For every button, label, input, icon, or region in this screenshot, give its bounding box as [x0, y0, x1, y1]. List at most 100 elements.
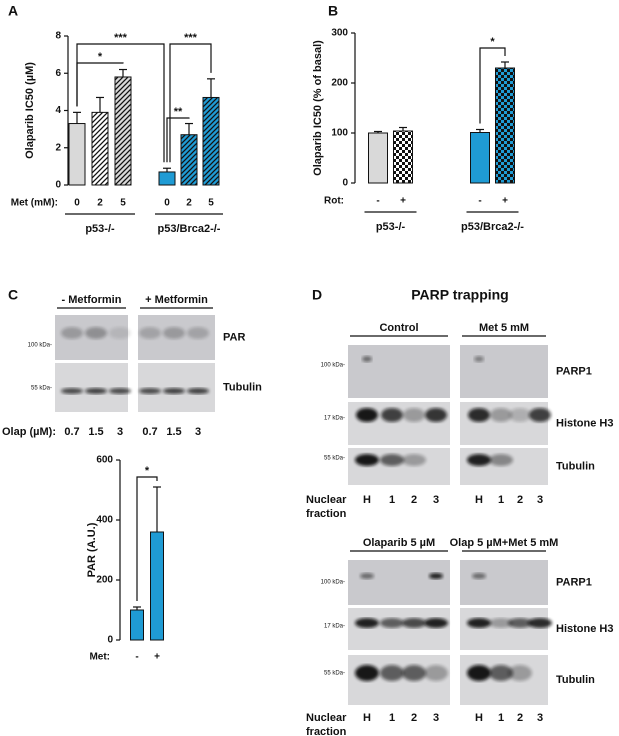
blot-band	[139, 327, 161, 339]
blot-band	[402, 618, 426, 628]
blot-band	[402, 454, 426, 466]
blot-band	[380, 454, 404, 466]
blot-band	[403, 408, 425, 422]
bar	[150, 531, 164, 641]
y-tick-label: 200	[331, 78, 348, 89]
blot-band	[472, 573, 486, 579]
lane-title: Nuclear	[306, 494, 347, 506]
blot-band	[528, 618, 552, 628]
blot-band	[467, 618, 491, 628]
blot-band	[429, 573, 443, 579]
y-tick-label: 600	[96, 455, 113, 466]
blot-band	[355, 618, 379, 628]
significance-bracket	[479, 47, 506, 124]
blot-header: Met 5 mM	[479, 322, 529, 334]
y-axis-title: Olaparib IC50 (µM)	[24, 62, 36, 159]
x-tick-label: -	[135, 652, 138, 663]
blot-band	[508, 618, 532, 628]
blot-band	[489, 665, 513, 681]
bar	[180, 134, 198, 186]
bar	[202, 96, 220, 186]
y-tick-label: 0	[55, 180, 61, 191]
panel-label: B	[328, 3, 338, 19]
blot-image	[138, 363, 215, 412]
lane-label: 1	[389, 494, 395, 506]
lane-label: 1.5	[88, 426, 103, 438]
x-tick-label: 5	[120, 198, 126, 209]
significance-bracket	[166, 117, 190, 163]
significance-bracket	[76, 43, 165, 163]
significance-bracket	[136, 476, 158, 601]
mw-marker: 100 kDa-	[321, 580, 345, 586]
blot-band	[109, 327, 131, 339]
blot-band	[424, 665, 448, 681]
lane-label: 1	[389, 712, 395, 724]
lane-title: Nuclear	[306, 712, 347, 724]
blot-band	[356, 408, 378, 422]
blot-band	[402, 665, 426, 681]
blot-band	[424, 618, 448, 628]
blot-band	[529, 408, 551, 422]
blot-band	[163, 327, 185, 339]
bar	[114, 76, 132, 186]
y-tick-label: 8	[55, 31, 61, 42]
mw-marker: 100 kDa-	[28, 343, 52, 349]
lane-label: 0.7	[64, 426, 79, 438]
x-axis-title: Met:	[89, 652, 110, 663]
significance-label: *	[490, 36, 495, 48]
lane-label: 1	[498, 712, 504, 724]
row-label: PARP1	[556, 365, 592, 377]
blot-band	[163, 388, 185, 394]
x-axis-title: Rot:	[324, 196, 344, 207]
bar	[393, 130, 413, 184]
bar	[91, 111, 109, 186]
y-tick-label: 4	[55, 105, 61, 116]
y-tick-label: 100	[331, 128, 348, 139]
x-axis-title: Met (mM):	[11, 198, 58, 209]
blot-band	[489, 618, 513, 628]
significance-bracket	[169, 43, 212, 163]
blot-band	[425, 408, 447, 422]
row-label: Histone H3	[556, 623, 613, 635]
y-tick-label: 0	[107, 635, 113, 646]
blot-band	[85, 327, 107, 339]
blot-band	[474, 356, 484, 362]
bar	[130, 609, 144, 641]
blot-band	[381, 408, 403, 422]
x-tick-label: +	[400, 196, 406, 207]
panel-label: D	[312, 287, 322, 303]
blot-image	[460, 560, 548, 605]
y-tick-label: 300	[331, 28, 348, 39]
lane-label: 2	[411, 712, 417, 724]
mw-marker: 55 kDa-	[31, 386, 52, 392]
significance-label: **	[174, 106, 183, 118]
x-tick-label: -	[376, 196, 379, 207]
blot-band	[380, 665, 404, 681]
row-label: PARP1	[556, 576, 592, 588]
row-label: Tubulin	[223, 381, 262, 393]
lane-label: 1.5	[166, 426, 181, 438]
y-axis-title: PAR (A.U.)	[86, 522, 98, 577]
blot-image	[460, 448, 548, 485]
blot-band	[362, 356, 372, 362]
row-label: Histone H3	[556, 417, 613, 429]
blot-band	[467, 454, 491, 466]
mw-marker: 100 kDa-	[321, 363, 345, 369]
x-tick-label: 2	[186, 198, 192, 209]
x-tick-label: 2	[97, 198, 103, 209]
y-tick-label: 6	[55, 68, 61, 79]
bar	[368, 132, 388, 184]
lane-label: 3	[195, 426, 201, 438]
bar	[158, 171, 176, 186]
blot-band	[508, 665, 532, 681]
significance-label: *	[145, 465, 150, 477]
bar	[470, 132, 490, 184]
lane-label: 3	[433, 494, 439, 506]
blot-band	[139, 388, 161, 394]
blot-band	[109, 388, 131, 394]
x-tick-label: 0	[74, 198, 80, 209]
significance-label: ***	[114, 32, 128, 44]
x-tick-label: -	[478, 196, 481, 207]
blot-image	[348, 560, 450, 605]
blot-band	[61, 388, 83, 394]
